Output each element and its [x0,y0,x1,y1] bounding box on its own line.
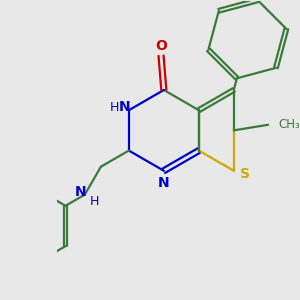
Text: S: S [240,167,250,181]
Text: H: H [110,101,119,114]
Text: H: H [90,195,100,208]
Text: CH₃: CH₃ [278,118,300,131]
Text: N: N [118,100,130,114]
Text: N: N [158,176,170,190]
Text: O: O [155,39,167,52]
Text: N: N [74,185,86,199]
